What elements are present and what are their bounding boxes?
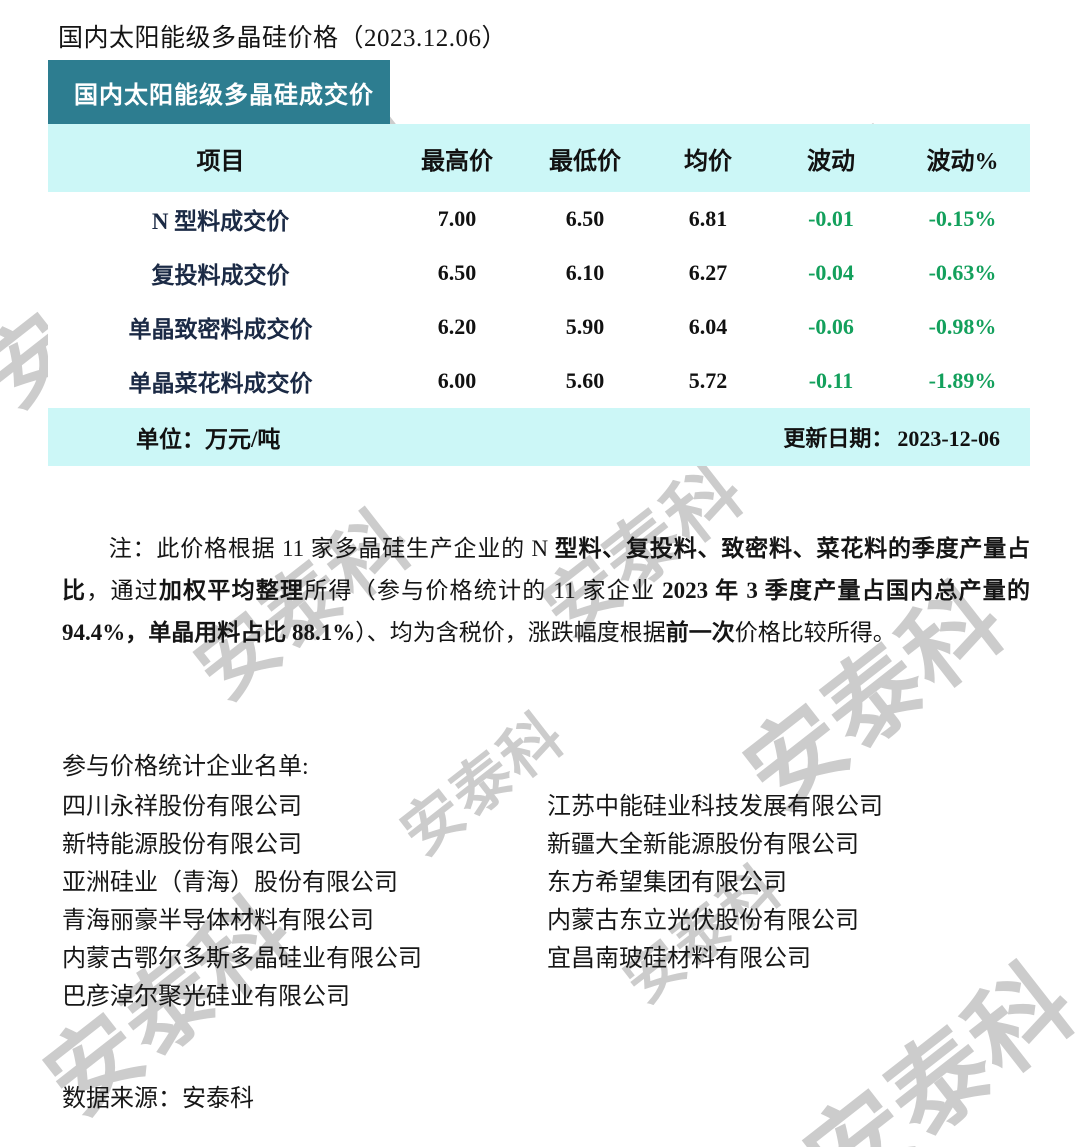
row-high: 7.00 [437, 206, 477, 231]
unit-label: 单位：万元/吨 [136, 427, 281, 452]
row-change-pct: -0.15% [928, 206, 997, 231]
note-seg-5: 所得（参与价格统计的 11 家企业 [304, 578, 663, 603]
company-row: 亚洲硅业（青海）股份有限公司 东方希望集团有限公司 [62, 864, 1030, 902]
row-change-pct: -1.89% [928, 368, 997, 393]
company-name-right: 东方希望集团有限公司 [547, 870, 787, 896]
row-avg: 6.04 [688, 314, 728, 339]
table-body: N 型料成交价 7.00 6.50 6.81 -0.01 -0.15% 复投料成… [48, 192, 1030, 408]
company-name-right: 宜昌南玻硅材料有限公司 [547, 946, 811, 972]
table-row: 复投料成交价 6.50 6.10 6.27 -0.04 -0.63% [48, 246, 1030, 300]
row-high: 6.20 [437, 314, 477, 339]
company-name-left: 巴彦淖尔聚光硅业有限公司 [62, 984, 350, 1010]
note-seg-6: 2023 年 3 季度产量占国内总产量的 94.4%，单晶用料占比 88.1% [62, 578, 1031, 645]
table-footer: 单位：万元/吨 更新日期： 2023-12-06 [48, 408, 1030, 466]
company-name-right [547, 978, 1017, 1016]
company-row: 巴彦淖尔聚光硅业有限公司 [62, 978, 1030, 1016]
data-source-label: 数据来源：安泰科 [62, 1086, 254, 1112]
row-low: 6.10 [565, 260, 605, 285]
col-header-change-pct: 波动% [926, 148, 999, 175]
company-list-block: 参与价格统计企业名单: 四川永祥股份有限公司 江苏中能硅业科技发展有限公司 新特… [62, 748, 1030, 1016]
company-row: 青海丽豪半导体材料有限公司 内蒙古东立光伏股份有限公司 [62, 902, 1030, 940]
company-list-heading: 参与价格统计企业名单: [62, 754, 309, 780]
note-seg-9: 价格比较所得。 [734, 620, 896, 645]
table-banner-label: 国内太阳能级多晶硅成交价 [48, 60, 390, 124]
company-name-left: 亚洲硅业（青海）股份有限公司 [62, 870, 398, 896]
company-row: 四川永祥股份有限公司 江苏中能硅业科技发展有限公司 [62, 788, 1030, 826]
row-avg: 5.72 [688, 368, 728, 393]
company-name-right: 内蒙古东立光伏股份有限公司 [547, 908, 859, 934]
row-item-label: 单晶菜花料成交价 [128, 371, 313, 396]
col-header-change: 波动 [807, 148, 855, 175]
note-seg-1: 注：此价格根据 11 家多晶硅生产企业的 N [108, 536, 555, 561]
update-date-label: 更新日期： [783, 426, 894, 451]
note-seg-2: 型料、复投料、致密料、菜花料的季度产量占比 [62, 536, 1030, 603]
row-avg: 6.27 [688, 260, 728, 285]
table-row: N 型料成交价 7.00 6.50 6.81 -0.01 -0.15% [48, 192, 1030, 246]
row-item-label: N 型料成交价 [151, 209, 290, 234]
update-date-wrap: 更新日期： 2023-12-06 [783, 421, 1000, 453]
row-change: -0.06 [808, 314, 854, 339]
note-seg-7: ）、均为含税价，涨跌幅度根据 [355, 620, 666, 645]
company-name-left: 青海丽豪半导体材料有限公司 [62, 908, 374, 934]
row-low: 6.50 [565, 206, 605, 231]
table-row: 单晶菜花料成交价 6.00 5.60 5.72 -0.11 -1.89% [48, 354, 1030, 408]
company-name-right: 新疆大全新能源股份有限公司 [547, 832, 859, 858]
row-high: 6.50 [437, 260, 477, 285]
page-title: 国内太阳能级多晶硅价格（2023.12.06） [58, 25, 508, 52]
note-seg-4: 加权平均整理 [158, 578, 305, 603]
note-seg-3: ，通过 [86, 578, 159, 603]
note-paragraph: 注：此价格根据 11 家多晶硅生产企业的 N 型料、复投料、致密料、菜花料的季度… [62, 528, 1030, 654]
price-table-block: 国内太阳能级多晶硅成交价 项目 最高价 最低价 均价 波动 波动% [48, 60, 1030, 466]
update-date-value: 2023-12-06 [897, 426, 1000, 451]
row-high: 6.00 [437, 368, 477, 393]
row-item-label: 复投料成交价 [151, 263, 290, 288]
col-header-low: 最低价 [549, 148, 621, 175]
row-low: 5.60 [565, 368, 605, 393]
col-header-item: 项目 [196, 148, 245, 175]
company-row: 内蒙古鄂尔多斯多晶硅业有限公司 宜昌南玻硅材料有限公司 [62, 940, 1030, 978]
note-seg-8: 前一次 [665, 620, 735, 645]
row-change-pct: -0.63% [928, 260, 997, 285]
table-header-row: 项目 最高价 最低价 均价 波动 波动% [48, 124, 1030, 192]
company-name-left: 四川永祥股份有限公司 [62, 794, 302, 820]
row-change-pct: -0.98% [928, 314, 997, 339]
price-table: 项目 最高价 最低价 均价 波动 波动% N 型料成交价 7.00 6.50 6… [48, 124, 1030, 408]
row-avg: 6.81 [688, 206, 728, 231]
company-name-left: 内蒙古鄂尔多斯多晶硅业有限公司 [62, 946, 422, 972]
col-header-avg: 均价 [684, 148, 732, 175]
company-row: 新特能源股份有限公司 新疆大全新能源股份有限公司 [62, 826, 1030, 864]
table-header: 项目 最高价 最低价 均价 波动 波动% [48, 124, 1030, 192]
col-header-high: 最高价 [421, 148, 493, 175]
row-change: -0.11 [808, 368, 854, 393]
table-row: 单晶致密料成交价 6.20 5.90 6.04 -0.06 -0.98% [48, 300, 1030, 354]
row-low: 5.90 [565, 314, 605, 339]
company-name-right: 江苏中能硅业科技发展有限公司 [547, 794, 883, 820]
row-change: -0.01 [808, 206, 854, 231]
row-item-label: 单晶致密料成交价 [128, 317, 313, 342]
row-change: -0.04 [808, 260, 854, 285]
company-name-left: 新特能源股份有限公司 [62, 832, 302, 858]
